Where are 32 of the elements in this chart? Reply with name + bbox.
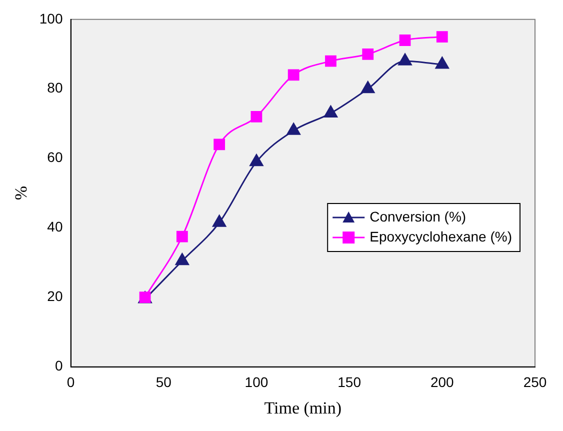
point	[325, 55, 336, 67]
y-axis-title: %	[12, 186, 31, 200]
x-tick-label: 100	[244, 374, 268, 390]
y-tick-label: 60	[47, 149, 63, 166]
point	[286, 122, 300, 135]
point	[214, 138, 226, 150]
point	[324, 105, 338, 118]
point	[436, 31, 448, 42]
point	[399, 34, 411, 46]
point	[250, 154, 264, 166]
y-tick-label: 40	[47, 218, 63, 235]
y-tick-label: 20	[47, 288, 63, 304]
point	[250, 110, 262, 122]
x-tick-label: 250	[523, 374, 547, 390]
legend-label: Epoxycyclohexane (%)	[370, 228, 512, 244]
point	[175, 253, 189, 266]
x-axis-title: Time (min)	[264, 398, 342, 418]
y-tick-label: 80	[47, 80, 63, 96]
point	[288, 69, 300, 81]
point	[176, 230, 188, 242]
point	[362, 48, 374, 60]
x-tick-label: 50	[156, 374, 172, 390]
legend-label: Conversion (%)	[370, 208, 466, 224]
x-tick-label: 200	[430, 374, 454, 390]
point	[435, 56, 449, 69]
x-tick-label: 150	[338, 374, 362, 390]
point	[361, 81, 375, 94]
x-tick-label: 0	[66, 374, 75, 390]
y-tick-label: 0	[54, 358, 63, 374]
y-tick-label: 100	[39, 10, 63, 26]
point	[212, 214, 226, 227]
point	[398, 53, 412, 66]
